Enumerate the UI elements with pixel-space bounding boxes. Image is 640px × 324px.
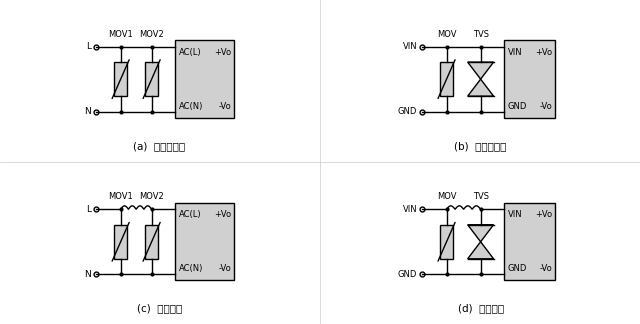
Text: MOV1: MOV1 xyxy=(108,30,133,39)
Text: MOV2: MOV2 xyxy=(140,30,164,39)
Polygon shape xyxy=(468,225,493,242)
Bar xyxy=(504,203,555,281)
Text: VIN: VIN xyxy=(508,48,522,56)
Bar xyxy=(440,225,452,259)
Text: GND: GND xyxy=(397,270,417,279)
Text: TVS: TVS xyxy=(472,30,488,39)
Text: GND: GND xyxy=(508,102,527,111)
Text: MOV2: MOV2 xyxy=(140,192,164,202)
Text: (a)  不恰当应用: (a) 不恰当应用 xyxy=(133,141,186,151)
Text: AC(N): AC(N) xyxy=(179,264,203,273)
Text: AC(L): AC(L) xyxy=(179,48,202,56)
Text: MOV: MOV xyxy=(436,30,456,39)
Bar xyxy=(440,62,452,96)
Bar xyxy=(115,62,127,96)
Text: (d)  推荐应用: (d) 推荐应用 xyxy=(458,303,504,313)
Text: VIN: VIN xyxy=(508,210,522,219)
Bar xyxy=(175,203,234,281)
Text: (c)  推荐应用: (c) 推荐应用 xyxy=(137,303,182,313)
Text: -Vo: -Vo xyxy=(540,102,553,111)
Text: GND: GND xyxy=(508,264,527,273)
Polygon shape xyxy=(468,79,493,96)
Text: -Vo: -Vo xyxy=(540,264,553,273)
Text: +Vo: +Vo xyxy=(214,210,232,219)
Text: TVS: TVS xyxy=(472,192,488,202)
Bar xyxy=(115,225,127,259)
Text: -Vo: -Vo xyxy=(219,102,232,111)
Text: N: N xyxy=(84,270,92,279)
Bar xyxy=(145,225,158,259)
Text: AC(L): AC(L) xyxy=(179,210,202,219)
Text: VIN: VIN xyxy=(403,42,417,51)
Text: +Vo: +Vo xyxy=(536,210,553,219)
Text: L: L xyxy=(86,42,92,51)
Text: GND: GND xyxy=(397,107,417,116)
Bar xyxy=(145,62,158,96)
Bar xyxy=(175,40,234,118)
Text: MOV: MOV xyxy=(436,192,456,202)
Text: N: N xyxy=(84,107,92,116)
Text: AC(N): AC(N) xyxy=(179,102,203,111)
Polygon shape xyxy=(468,62,493,79)
Text: (b)  不恰当应用: (b) 不恰当应用 xyxy=(454,141,507,151)
Text: L: L xyxy=(86,205,92,214)
Text: +Vo: +Vo xyxy=(536,48,553,56)
Text: VIN: VIN xyxy=(403,205,417,214)
Text: MOV1: MOV1 xyxy=(108,192,133,202)
Bar xyxy=(504,40,555,118)
Polygon shape xyxy=(468,242,493,259)
Text: -Vo: -Vo xyxy=(219,264,232,273)
Text: +Vo: +Vo xyxy=(214,48,232,56)
